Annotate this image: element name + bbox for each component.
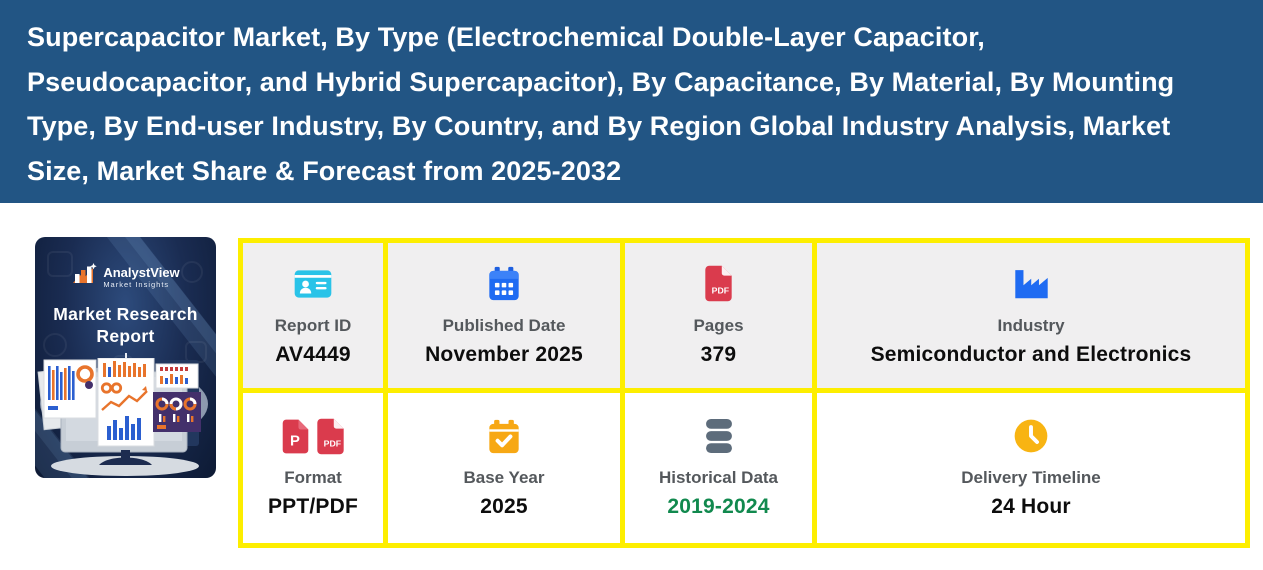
card-published-date: Published Date November 2025 <box>388 243 620 388</box>
monitor-charts-illustration <box>37 358 208 476</box>
cover-watermark <box>181 261 203 283</box>
card-value: November 2025 <box>425 342 583 366</box>
card-value: Semiconductor and Electronics <box>870 342 1192 366</box>
factory-icon <box>1013 265 1050 303</box>
card-pages: PDF Pages 379 <box>625 243 812 388</box>
svg-text:PDF: PDF <box>323 438 340 448</box>
svg-text:PDF: PDF <box>712 285 729 295</box>
id-card-icon <box>294 265 332 303</box>
cover-watermark <box>47 251 73 277</box>
report-title-banner: Supercapacitor Market, By Type (Electroc… <box>0 0 1263 203</box>
page-title-line: Size, Market Share & Forecast from 2025-… <box>27 155 622 186</box>
cover-watermark <box>43 333 67 357</box>
cover-title: Market Research Report <box>35 303 216 347</box>
cover-title-line: Report <box>96 326 155 346</box>
calendar-check-icon <box>488 417 520 455</box>
clock-icon <box>1014 417 1048 455</box>
logo-text: AnalystView Market Insights <box>103 265 180 290</box>
card-label: Format <box>284 468 342 487</box>
card-value: AV4449 <box>275 342 351 366</box>
card-label: Industry <box>997 315 1065 335</box>
report-cover-thumbnail: AnalystView Market Insights Market Resea… <box>35 237 216 478</box>
card-delivery-timeline: Delivery Timeline 24 Hour <box>817 393 1245 543</box>
logo-title: AnalystView <box>103 265 180 280</box>
logo-subtitle: Market Insights <box>103 280 170 289</box>
card-value: PPT/PDF <box>267 495 359 518</box>
calendar-icon <box>488 265 520 303</box>
analystview-logo: AnalystView Market Insights <box>35 263 216 292</box>
card-value: 2025 <box>480 495 528 518</box>
page-title-line: Supercapacitor Market, By Type (Electroc… <box>27 22 985 52</box>
report-meta-grid: Report ID AV4449 Published Dat <box>238 238 1250 548</box>
card-format: P PDF Format PPT/PDF <box>243 393 383 543</box>
card-base-year: Base Year 2025 <box>388 393 620 543</box>
database-icon <box>704 417 734 455</box>
card-label: Report ID <box>274 315 352 335</box>
card-label: Delivery Timeline <box>961 468 1101 487</box>
logo-chart-icon <box>71 263 98 292</box>
card-historical-data: Historical Data 2019-2024 <box>625 393 812 543</box>
pdf-file-icon: PDF <box>704 265 733 303</box>
cover-title-line: Market Research <box>53 304 198 324</box>
card-value: 2019-2024 <box>667 495 770 518</box>
page-title-line: Type, By End-user Industry, By Country, … <box>27 111 1171 141</box>
report-summary-section: AnalystView Market Insights Market Resea… <box>0 203 1263 570</box>
card-label: Pages <box>693 315 744 335</box>
svg-text:P: P <box>290 433 300 449</box>
page-title: Supercapacitor Market, By Type (Electroc… <box>27 15 1236 193</box>
card-report-id: Report ID AV4449 <box>243 243 383 388</box>
card-label: Base Year <box>463 468 545 487</box>
ppt-pdf-file-icons: P PDF <box>282 417 345 455</box>
ppt-file-icon: P <box>282 419 308 453</box>
card-value: 379 <box>700 342 737 366</box>
pdf-file-icon: PDF <box>316 418 344 454</box>
card-industry: Industry Semiconductor and Electronics <box>817 243 1245 388</box>
card-label: Historical Data <box>658 468 779 487</box>
page-title-line: Pseudocapacitor, and Hybrid Supercapacit… <box>27 66 1175 97</box>
card-value: 24 Hour <box>991 495 1071 518</box>
card-label: Published Date <box>442 315 566 335</box>
